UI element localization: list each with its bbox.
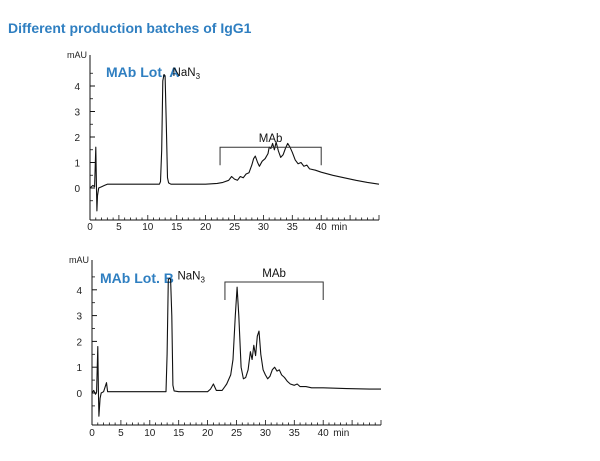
panel-0-y-tick-label: 1 — [74, 159, 80, 170]
panel-0-x-tick-label: 0 — [87, 222, 93, 233]
panel-1-y-tick-label: 1 — [76, 363, 82, 374]
panel-0-y-tick-label: 3 — [74, 108, 80, 119]
panel-1-nan3-label: NaN3 — [177, 270, 205, 284]
panel-1-x-axis-label: min — [333, 428, 349, 439]
panel-1-x-tick-label: 15 — [173, 428, 185, 439]
panel-0-mab-bracket — [219, 146, 322, 166]
panel-1-x-tick-label: 25 — [231, 428, 243, 439]
panel-0-mab-label: MAb — [259, 133, 283, 145]
panel-1-y-tick-label: 3 — [76, 312, 82, 323]
panel-1-x-tick-label: 30 — [260, 428, 272, 439]
panel-0-x-tick-label: 5 — [116, 222, 122, 233]
panel-0-x-tick-label: 40 — [316, 222, 328, 233]
panel-0-x-axis-label: min — [331, 222, 347, 233]
panel-1-x-tick-label: 5 — [118, 428, 124, 439]
panel-1-mab-label: MAb — [262, 268, 286, 280]
panel-1-x-tick-label: 0 — [89, 428, 95, 439]
panel-1-y-unit-label: mAU — [69, 255, 89, 265]
panel-0-y-tick-label: 0 — [74, 184, 80, 195]
panel-0-x-tick-label: 20 — [200, 222, 212, 233]
panel-0-trace-line — [89, 73, 380, 212]
panel-0-y-tick-label: 4 — [74, 82, 80, 93]
panel-0-y-unit-label: mAU — [67, 50, 87, 60]
panel-1-x-tick-label: 20 — [202, 428, 214, 439]
panel-1-y-tick-label: 2 — [76, 337, 82, 348]
figure-title: Different production batches of IgG1 — [8, 20, 252, 36]
panel-1-lot-label: MAb Lot. B — [100, 270, 174, 286]
panel-1-y-tick-label: 0 — [76, 389, 82, 400]
panel-1-mab-bracket — [224, 281, 324, 301]
panel-1-x-tick-label: 35 — [289, 428, 301, 439]
panel-1-x-tick-label: 10 — [144, 428, 156, 439]
panel-0-x-tick-label: 25 — [229, 222, 241, 233]
panel-1-trace-line — [91, 277, 381, 417]
panel-0-lot-label: MAb Lot. A — [106, 64, 179, 80]
panel-0-x-tick-label: 15 — [171, 222, 183, 233]
panel-1-x-tick-label: 40 — [318, 428, 330, 439]
panel-0-nan3-label: NaN3 — [173, 67, 201, 81]
panel-1-y-tick-label: 4 — [76, 286, 82, 297]
panel-0-y-tick-label: 2 — [74, 133, 80, 144]
panel-0-x-tick-label: 30 — [258, 222, 270, 233]
panel-0-x-tick-label: 35 — [287, 222, 299, 233]
panel-0-x-tick-label: 10 — [142, 222, 154, 233]
